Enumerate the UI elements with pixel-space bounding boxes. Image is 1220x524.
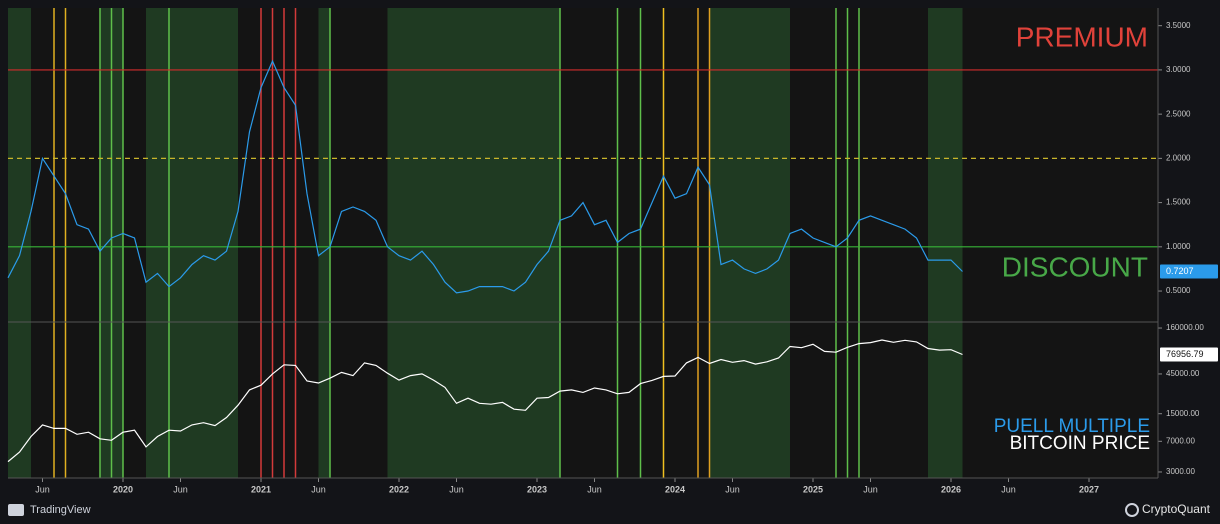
zone bbox=[928, 8, 963, 478]
legend-entry: PUELL MULTIPLE bbox=[994, 416, 1150, 437]
zone bbox=[318, 8, 330, 478]
x-tick-label: 2023 bbox=[527, 484, 547, 494]
x-tick-label: Jun bbox=[587, 484, 602, 494]
y-tick-label: 2.5000 bbox=[1166, 109, 1191, 118]
legend-entry: BITCOIN PRICE bbox=[1010, 433, 1150, 454]
x-tick-label: Jun bbox=[725, 484, 740, 494]
zone bbox=[146, 8, 238, 478]
footer-right: CryptoQuant bbox=[1142, 502, 1211, 516]
price-panel: 3000.00 7000.00 15000.00 45000.00 160000.00 7… bbox=[7, 323, 1218, 494]
x-tick-label: 2024 bbox=[665, 484, 685, 494]
footer-left: TradingView bbox=[30, 504, 91, 516]
y-tick-label: 7000.00 bbox=[1166, 436, 1195, 445]
tradingview-logo bbox=[8, 504, 24, 516]
last-value-box bbox=[1160, 347, 1218, 362]
last-value-box bbox=[1160, 264, 1218, 279]
puell-panel: 0.5000 1.0000 1.5000 2.0000 2.5000 3.0000 3.50… bbox=[7, 21, 1218, 295]
x-tick-label: Jun bbox=[311, 484, 326, 494]
x-tick-label: Jun bbox=[1001, 484, 1016, 494]
annotation: PREMIUM bbox=[1016, 21, 1148, 52]
y-tick-label: 15000.00 bbox=[1166, 409, 1200, 418]
y-tick-label: 2.0000 bbox=[1166, 153, 1191, 162]
zone bbox=[709, 8, 790, 478]
x-tick-label: Jun bbox=[173, 484, 188, 494]
zone bbox=[8, 8, 31, 478]
cryptoquant-logo bbox=[1125, 503, 1139, 517]
annotation: DISCOUNT bbox=[1002, 251, 1148, 282]
x-tick-label: 2021 bbox=[251, 484, 271, 494]
x-tick-label: Jun bbox=[35, 484, 50, 494]
x-tick-label: 2026 bbox=[941, 484, 961, 494]
y-tick-label: 3.5000 bbox=[1166, 21, 1191, 30]
y-tick-label: 1.5000 bbox=[1166, 198, 1191, 207]
x-tick-label: 2027 bbox=[1079, 484, 1099, 494]
x-tick-label: 2025 bbox=[803, 484, 823, 494]
y-tick-label: 45000.00 bbox=[1166, 369, 1200, 378]
series-line bbox=[7, 59, 963, 294]
x-tick-label: Jun bbox=[863, 484, 878, 494]
zones bbox=[8, 8, 963, 478]
y-tick-label: 0.5000 bbox=[1166, 286, 1191, 295]
y-tick-label: 1.0000 bbox=[1166, 242, 1191, 251]
y-tick-label: 160000.00 bbox=[1166, 323, 1204, 332]
footer: TradingView CryptoQuant bbox=[8, 502, 1211, 517]
y-tick-label: 3.0000 bbox=[1166, 65, 1191, 74]
last-value-label: 0.7207 bbox=[1166, 266, 1194, 276]
x-tick-label: 2022 bbox=[389, 484, 409, 494]
series-line bbox=[7, 339, 963, 463]
zone bbox=[387, 8, 560, 478]
x-tick-label: Jun bbox=[449, 484, 464, 494]
y-tick-label: 3000.00 bbox=[1166, 467, 1195, 476]
last-value-label: 76956.79 bbox=[1166, 349, 1204, 359]
x-tick-label: 2020 bbox=[113, 484, 133, 494]
